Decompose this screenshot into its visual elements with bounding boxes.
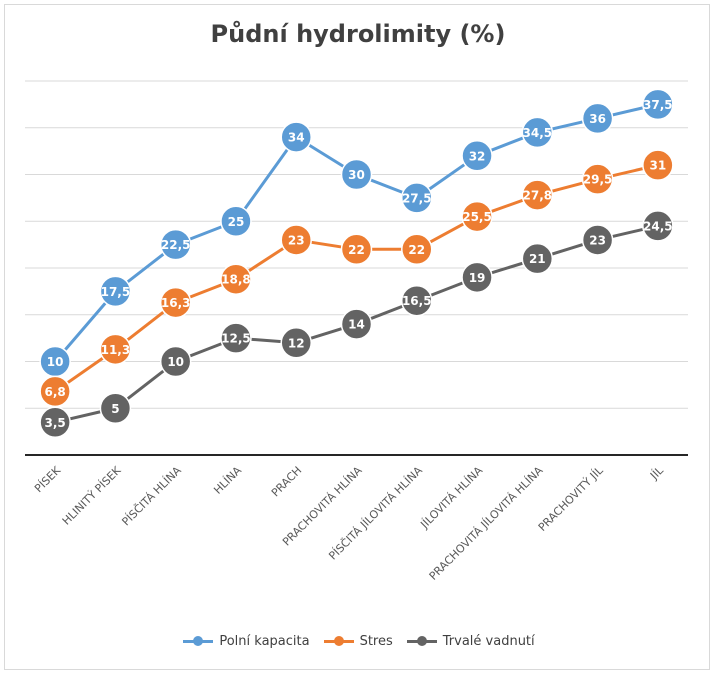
data-point [401,284,433,317]
data-label: 23 [288,233,305,247]
legend-item-stres: Stres [323,633,393,649]
data-point [461,140,493,172]
data-point [39,375,71,408]
legend-label-stres: Stres [359,633,393,649]
data-point [159,286,192,319]
data-label: 31 [650,159,667,173]
x-tick-label: PÍSEK [32,463,64,495]
data-point [521,179,554,211]
data-point [521,116,554,149]
x-tick-label: HLÍNA [211,464,244,497]
data-point [220,263,252,295]
data-label: 23 [589,233,606,247]
data-point [159,345,192,378]
legend-item-polni-kapacita: Polní kapacita [183,633,310,649]
data-point [521,242,554,275]
legend-label-trvale-vadnuti: Trvalé vadnutí [442,633,535,649]
data-label: 11,3 [101,343,131,357]
data-point [159,228,192,261]
data-point [581,163,614,195]
data-label: 25,5 [462,210,492,224]
x-tick-label: PRACHOVITÁ JÍLOVITÁ HLÍNA [427,464,546,583]
data-point [99,333,132,366]
data-label: 22 [348,243,365,257]
data-point [340,158,373,191]
data-point [642,149,674,181]
data-label: 12,5 [221,332,251,346]
data-label: 3,5 [45,416,66,430]
data-point [39,406,71,439]
data-label: 22,5 [161,238,191,252]
data-label: 30 [348,168,365,182]
data-label: 32 [469,149,486,163]
data-label: 24,5 [643,219,673,233]
data-point [461,200,493,233]
data-point [642,88,674,121]
data-point [99,392,132,424]
data-label: 34,5 [523,126,553,140]
data-label: 19 [469,271,486,285]
x-tick-label: HLINITÝ PÍSEK [60,463,124,527]
legend-marker-trvale-vadnuti [406,635,437,647]
data-point [401,182,433,214]
data-point [581,102,614,135]
legend-marker-stres [323,635,354,647]
series-line [54,163,659,393]
data-label: 21 [529,252,546,266]
data-point [461,261,493,294]
legend-marker-polni-kapacita [183,635,214,647]
x-tick-label: JÍLOVITÁ HLÍNA [417,464,485,532]
data-label: 14 [348,318,365,332]
legend-label-polni-kapacita: Polní kapacita [219,633,310,649]
data-label: 29,5 [583,173,613,187]
data-label: 16,5 [402,294,432,308]
data-label: 12 [288,336,305,350]
x-tick-label: PÍSČITÁ HLÍNA [119,464,184,529]
data-point [220,205,252,237]
data-point [642,210,674,242]
data-label: 17,5 [101,285,131,299]
data-label: 36 [589,112,606,126]
data-label: 6,8 [45,385,66,399]
data-point [401,233,433,266]
data-point [99,275,132,308]
x-tick-label: PRACH [269,464,304,499]
data-label: 37,5 [643,98,673,112]
data-label: 25 [228,215,245,229]
data-label: 27,8 [523,189,553,203]
data-label: 5 [111,402,119,416]
data-label: 22 [408,243,425,257]
data-label: 18,8 [221,273,251,287]
data-point [280,224,312,256]
data-label: 27,5 [402,191,432,205]
data-point [581,224,614,256]
data-point [340,233,373,266]
x-tick-label: PRACHOVITÝ JÍL [536,463,607,534]
data-label: 34 [288,131,305,145]
data-label: 10 [47,355,64,369]
data-point [280,327,312,359]
data-point [280,121,312,153]
legend-item-trvale-vadnuti: Trvalé vadnutí [406,633,535,649]
data-point [340,308,373,340]
data-point [220,322,252,354]
chart-legend: Polní kapacita Stres Trvalé vadnutí [150,622,568,660]
data-label: 10 [167,355,184,369]
x-tick-label: JÍL [647,463,666,482]
data-label: 16,3 [161,296,191,310]
chart-title: Půdní hydrolimity (%) [210,20,506,48]
